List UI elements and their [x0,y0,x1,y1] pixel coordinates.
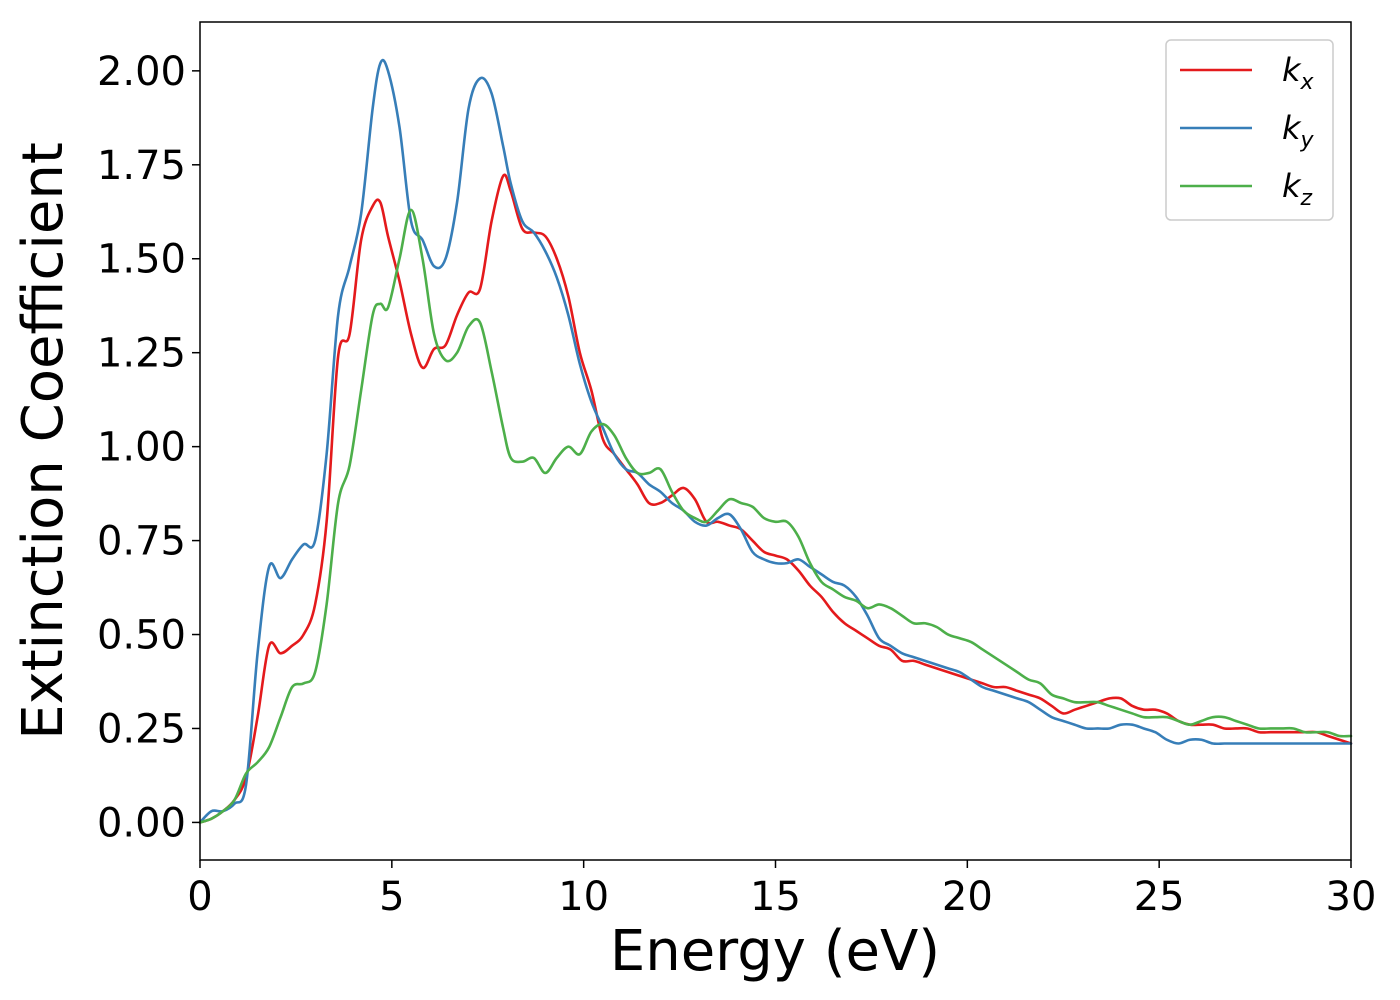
y-tick-label: 1.25 [97,331,186,377]
series-line-kx [198,173,1353,824]
y-tick-label: 2.00 [97,49,186,95]
legend-label-kz: kz [1282,167,1313,211]
x-tick-label: 15 [750,874,801,920]
x-tick-label: 30 [1326,874,1377,920]
x-tick-label: 10 [558,874,609,920]
legend-box [1165,39,1334,221]
y-tick-label: 0.25 [97,706,186,752]
x-tick-label: 20 [942,874,993,920]
series-line-kz [198,208,1353,824]
legend: kx ky kz [1165,39,1334,221]
y-tick-label: 1.00 [97,425,186,471]
y-tick-label: 0.50 [97,613,186,659]
x-tick-label: 5 [379,874,404,920]
series-line-ky [198,58,1353,824]
series-layer [198,58,1353,824]
y-axis: 0.00 0.25 0.50 0.75 1.00 1.25 1.50 1.75 2.00 [97,49,200,846]
y-tick-label: 0.75 [97,519,186,565]
y-tick-label: 0.00 [97,800,186,846]
legend-label-kx: kx [1282,51,1315,95]
y-tick-label: 1.50 [97,237,186,283]
y-tick-label: 1.75 [97,143,186,189]
legend-label-ky: ky [1282,109,1315,153]
x-tick-label: 25 [1134,874,1185,920]
x-axis: 0 5 10 15 20 25 30 [187,860,1376,920]
y-axis-title: Extinction Coefficient [11,142,76,740]
x-tick-label: 0 [187,874,212,920]
x-axis-title: Energy (eV) [610,919,940,984]
